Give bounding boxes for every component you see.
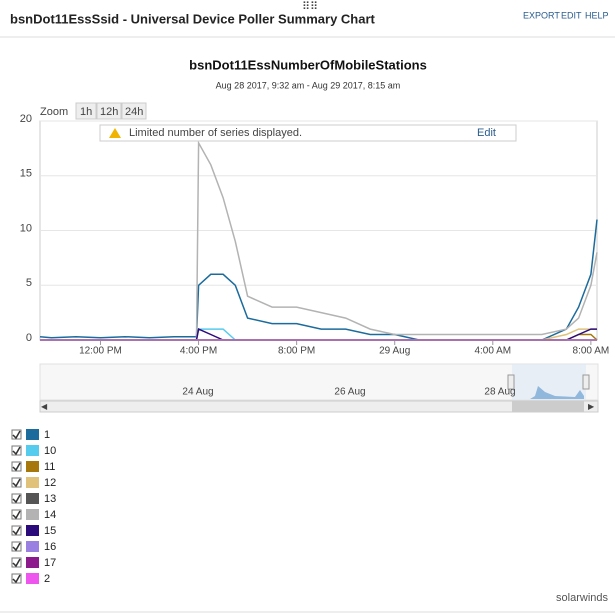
legend-label[interactable]: 13: [44, 493, 56, 505]
edit-link[interactable]: EDIT: [561, 10, 582, 20]
y-tick-label: 15: [20, 168, 32, 180]
legend-label[interactable]: 2: [44, 573, 50, 585]
legend-checkbox[interactable]: [11, 445, 22, 456]
y-tick-label: 0: [26, 332, 32, 344]
y-tick-label: 20: [20, 113, 32, 125]
legend-checkbox[interactable]: [11, 541, 22, 552]
zoom-button[interactable]: [121, 102, 147, 120]
zoom-label: Zoom: [40, 106, 68, 118]
navigator-label: 28 Aug: [484, 387, 515, 398]
x-tick-label: 8:00 PM: [278, 346, 315, 357]
navigator-handle[interactable]: [507, 374, 515, 390]
legend-swatch: [26, 557, 39, 568]
navigator-handle[interactable]: [582, 374, 590, 390]
drag-handle: ⠿⠿: [302, 1, 318, 13]
legend-swatch: [26, 525, 39, 536]
scrollbar[interactable]: [39, 400, 599, 413]
chart-subtitle: Aug 28 2017, 9:32 am - Aug 29 2017, 8:15…: [216, 80, 401, 90]
notice-edit-link[interactable]: Edit: [477, 127, 496, 139]
navigator-preview: [530, 386, 584, 399]
zoom-1h[interactable]: 1h: [80, 106, 92, 118]
legend-check[interactable]: [12, 510, 21, 520]
legend-label[interactable]: 1: [44, 429, 50, 441]
notice-text: Limited number of series displayed.: [129, 127, 302, 139]
legend-swatch: [26, 429, 39, 440]
scroll-left[interactable]: ◀: [41, 402, 48, 411]
legend-checkbox[interactable]: [11, 573, 22, 584]
legend-check[interactable]: [12, 478, 21, 488]
legend-swatch: [26, 493, 39, 504]
legend-checkbox[interactable]: [11, 461, 22, 472]
legend-checkbox[interactable]: [11, 493, 22, 504]
y-tick-label: 10: [20, 222, 32, 234]
chart-title: bsnDot11EssNumberOfMobileStations: [189, 57, 427, 72]
navigator: [39, 363, 599, 401]
legend-checkbox[interactable]: [11, 525, 22, 536]
navigator-label: 24 Aug: [182, 387, 213, 398]
scrollbar-thumb[interactable]: [512, 401, 584, 412]
x-tick-label: 12:00 PM: [79, 346, 122, 357]
legend-label[interactable]: 10: [44, 445, 56, 457]
zoom-button[interactable]: [96, 102, 122, 120]
legend-check[interactable]: [12, 446, 21, 456]
legend-checkbox[interactable]: [11, 429, 22, 440]
legend-check[interactable]: [12, 526, 21, 536]
export-link[interactable]: EXPORT: [523, 10, 560, 20]
zoom-button[interactable]: [75, 102, 97, 120]
x-tick-label: 29 Aug: [379, 346, 410, 357]
x-tick-label: 4:00 PM: [180, 346, 217, 357]
warning-icon: [109, 128, 121, 138]
legend-swatch: [26, 541, 39, 552]
legend-label[interactable]: 17: [44, 557, 56, 569]
scroll-right[interactable]: ▶: [588, 402, 595, 411]
legend-check[interactable]: [12, 462, 21, 472]
x-tick-label: 8:00 AM: [573, 346, 610, 357]
legend-swatch: [26, 461, 39, 472]
legend-swatch: [26, 477, 39, 488]
legend-check[interactable]: [12, 430, 21, 440]
legend-check[interactable]: [12, 558, 21, 568]
legend-check[interactable]: [12, 542, 21, 552]
legend-checkbox[interactable]: [11, 509, 22, 520]
legend-label[interactable]: 12: [44, 477, 56, 489]
y-tick-label: 5: [26, 277, 32, 289]
zoom-12h[interactable]: 12h: [100, 106, 118, 118]
x-tick-label: 4:00 AM: [474, 346, 511, 357]
brand-logo: solarwinds: [556, 592, 608, 604]
legend-label[interactable]: 11: [44, 461, 55, 473]
legend-check[interactable]: [12, 574, 21, 584]
legend-checkbox[interactable]: [11, 557, 22, 568]
legend-swatch: [26, 445, 39, 456]
legend-swatch: [26, 509, 39, 520]
notice-box: [99, 124, 517, 142]
legend-label[interactable]: 16: [44, 541, 56, 553]
widget-title: bsnDot11EssSsid - Universal Device Polle…: [10, 11, 376, 26]
legend-label[interactable]: 14: [44, 509, 56, 521]
zoom-24h[interactable]: 24h: [125, 106, 143, 118]
help-link[interactable]: HELP: [585, 10, 609, 20]
legend-checkbox[interactable]: [11, 477, 22, 488]
navigator-label: 26 Aug: [334, 387, 365, 398]
legend-check[interactable]: [12, 494, 21, 504]
legend-label[interactable]: 15: [44, 525, 56, 537]
legend-swatch: [26, 573, 39, 584]
